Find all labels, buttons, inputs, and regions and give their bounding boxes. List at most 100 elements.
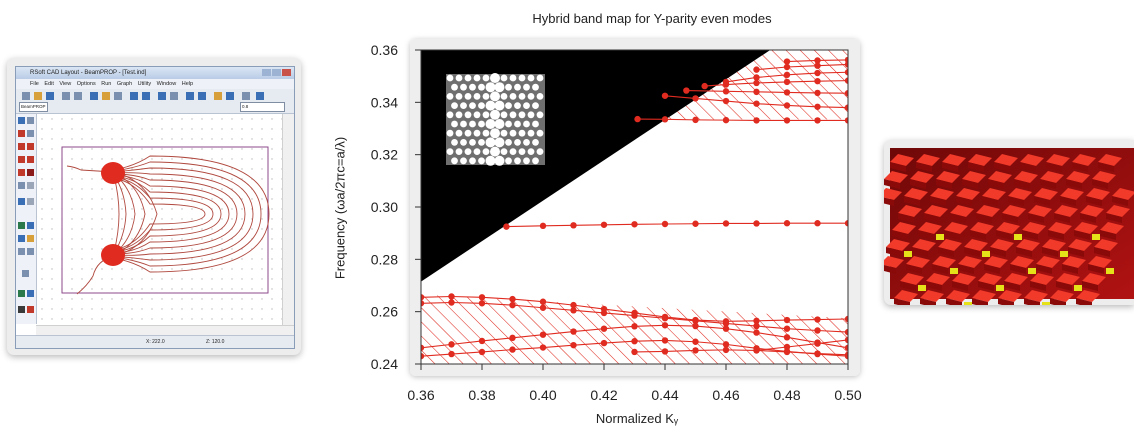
band-point [448,299,455,306]
y-tick-label: 0.32 [371,147,398,163]
band-point [783,117,791,124]
band-point [844,89,848,97]
band-point [783,78,791,86]
band-point [478,300,486,307]
maximize-icon [272,69,281,76]
band-line-1 [506,222,848,228]
band-point [783,220,791,227]
band-point [600,325,608,332]
band-point [692,338,699,345]
band-point [692,322,699,330]
band-point [692,347,699,354]
band-point [600,221,608,228]
render-3d-card [884,140,1134,305]
band-point [600,339,608,347]
band-point [753,79,760,87]
band-point [631,323,638,330]
band-point [570,328,577,335]
palette-icons [18,117,34,313]
x-axis-label: Normalized Kᵧ [595,411,679,426]
band-point [421,300,425,307]
waveguide-layout [37,114,282,326]
band-point [661,348,669,355]
band-point [722,78,730,86]
minimize-icon [262,69,271,76]
band-point [421,294,425,301]
band-point [722,97,730,105]
render-3d-image [884,148,1134,305]
band-line-7 [756,339,848,351]
x-tick-label: 0.48 [773,387,800,403]
zoom-select[interactable]: 0.8 [240,102,285,112]
cad-window: RSoft CAD Layout - BeamPROP - [Test.ind]… [15,66,295,349]
band-point [631,221,638,228]
band-point [683,87,690,94]
tool-select[interactable]: BeamPROP [19,102,48,112]
band-point [722,320,730,327]
band-point [539,222,547,230]
band-point [661,220,669,228]
band-point [692,95,699,102]
band-point [783,334,791,341]
band-point [448,293,455,300]
block-grid [884,154,1134,305]
band-point [814,316,821,323]
cad-tool-palette [16,114,37,324]
crystal-inset-image [446,73,545,166]
band-point [631,338,638,345]
band-point [844,220,848,227]
band-point [753,220,760,227]
band-point [509,295,516,303]
cad-title-bar: RSoft CAD Layout - BeamPROP - [Test.ind] [16,67,294,79]
band-point [814,117,821,124]
band-point [753,66,760,73]
band-point [844,69,848,76]
band-point [570,222,577,229]
chart-title: Hybrid band map for Y-parity even modes [532,11,772,26]
y-tick-label: 0.34 [371,94,398,110]
band-point [844,104,848,111]
band-point [783,325,791,332]
horizontal-scrollbar[interactable] [36,325,294,336]
band-point [701,82,708,90]
band-point [570,341,577,349]
y-tick-label: 0.24 [371,356,398,372]
vertical-scrollbar[interactable] [282,114,294,326]
band-point [783,102,791,109]
band-point [814,69,821,77]
band-point [661,315,669,322]
band-point [814,220,821,227]
band-point [692,317,699,325]
band-point [634,115,641,123]
status-z-coordinate: Z: 120.0 [206,339,225,345]
x-tick-label: 0.36 [407,387,434,403]
band-point [661,337,669,344]
band-point [844,328,848,336]
x-tick-label: 0.38 [468,387,495,403]
band-point [844,344,848,351]
band-point [509,334,516,342]
band-point [814,62,821,69]
band-point [421,344,425,351]
band-point [661,92,669,99]
band-point [692,116,699,124]
band-point [753,317,760,325]
band-point [783,58,791,65]
band-point [509,346,516,353]
band-point [478,294,486,301]
band-point [722,116,730,124]
y-axis-label: Frequency (ωa/2πc=a/λ) [332,136,348,280]
cad-layout-canvas[interactable] [37,114,282,326]
band-point [692,220,699,227]
band-point [783,71,791,79]
y-tick-label: 0.36 [371,42,398,58]
band-point [722,325,730,332]
band-point [783,89,791,96]
band-point [783,348,791,356]
close-icon [282,69,291,76]
band-point [570,301,577,309]
band-point [844,351,848,359]
y-tick-label: 0.26 [371,304,398,320]
band-point [753,100,760,107]
band-point [539,344,547,351]
